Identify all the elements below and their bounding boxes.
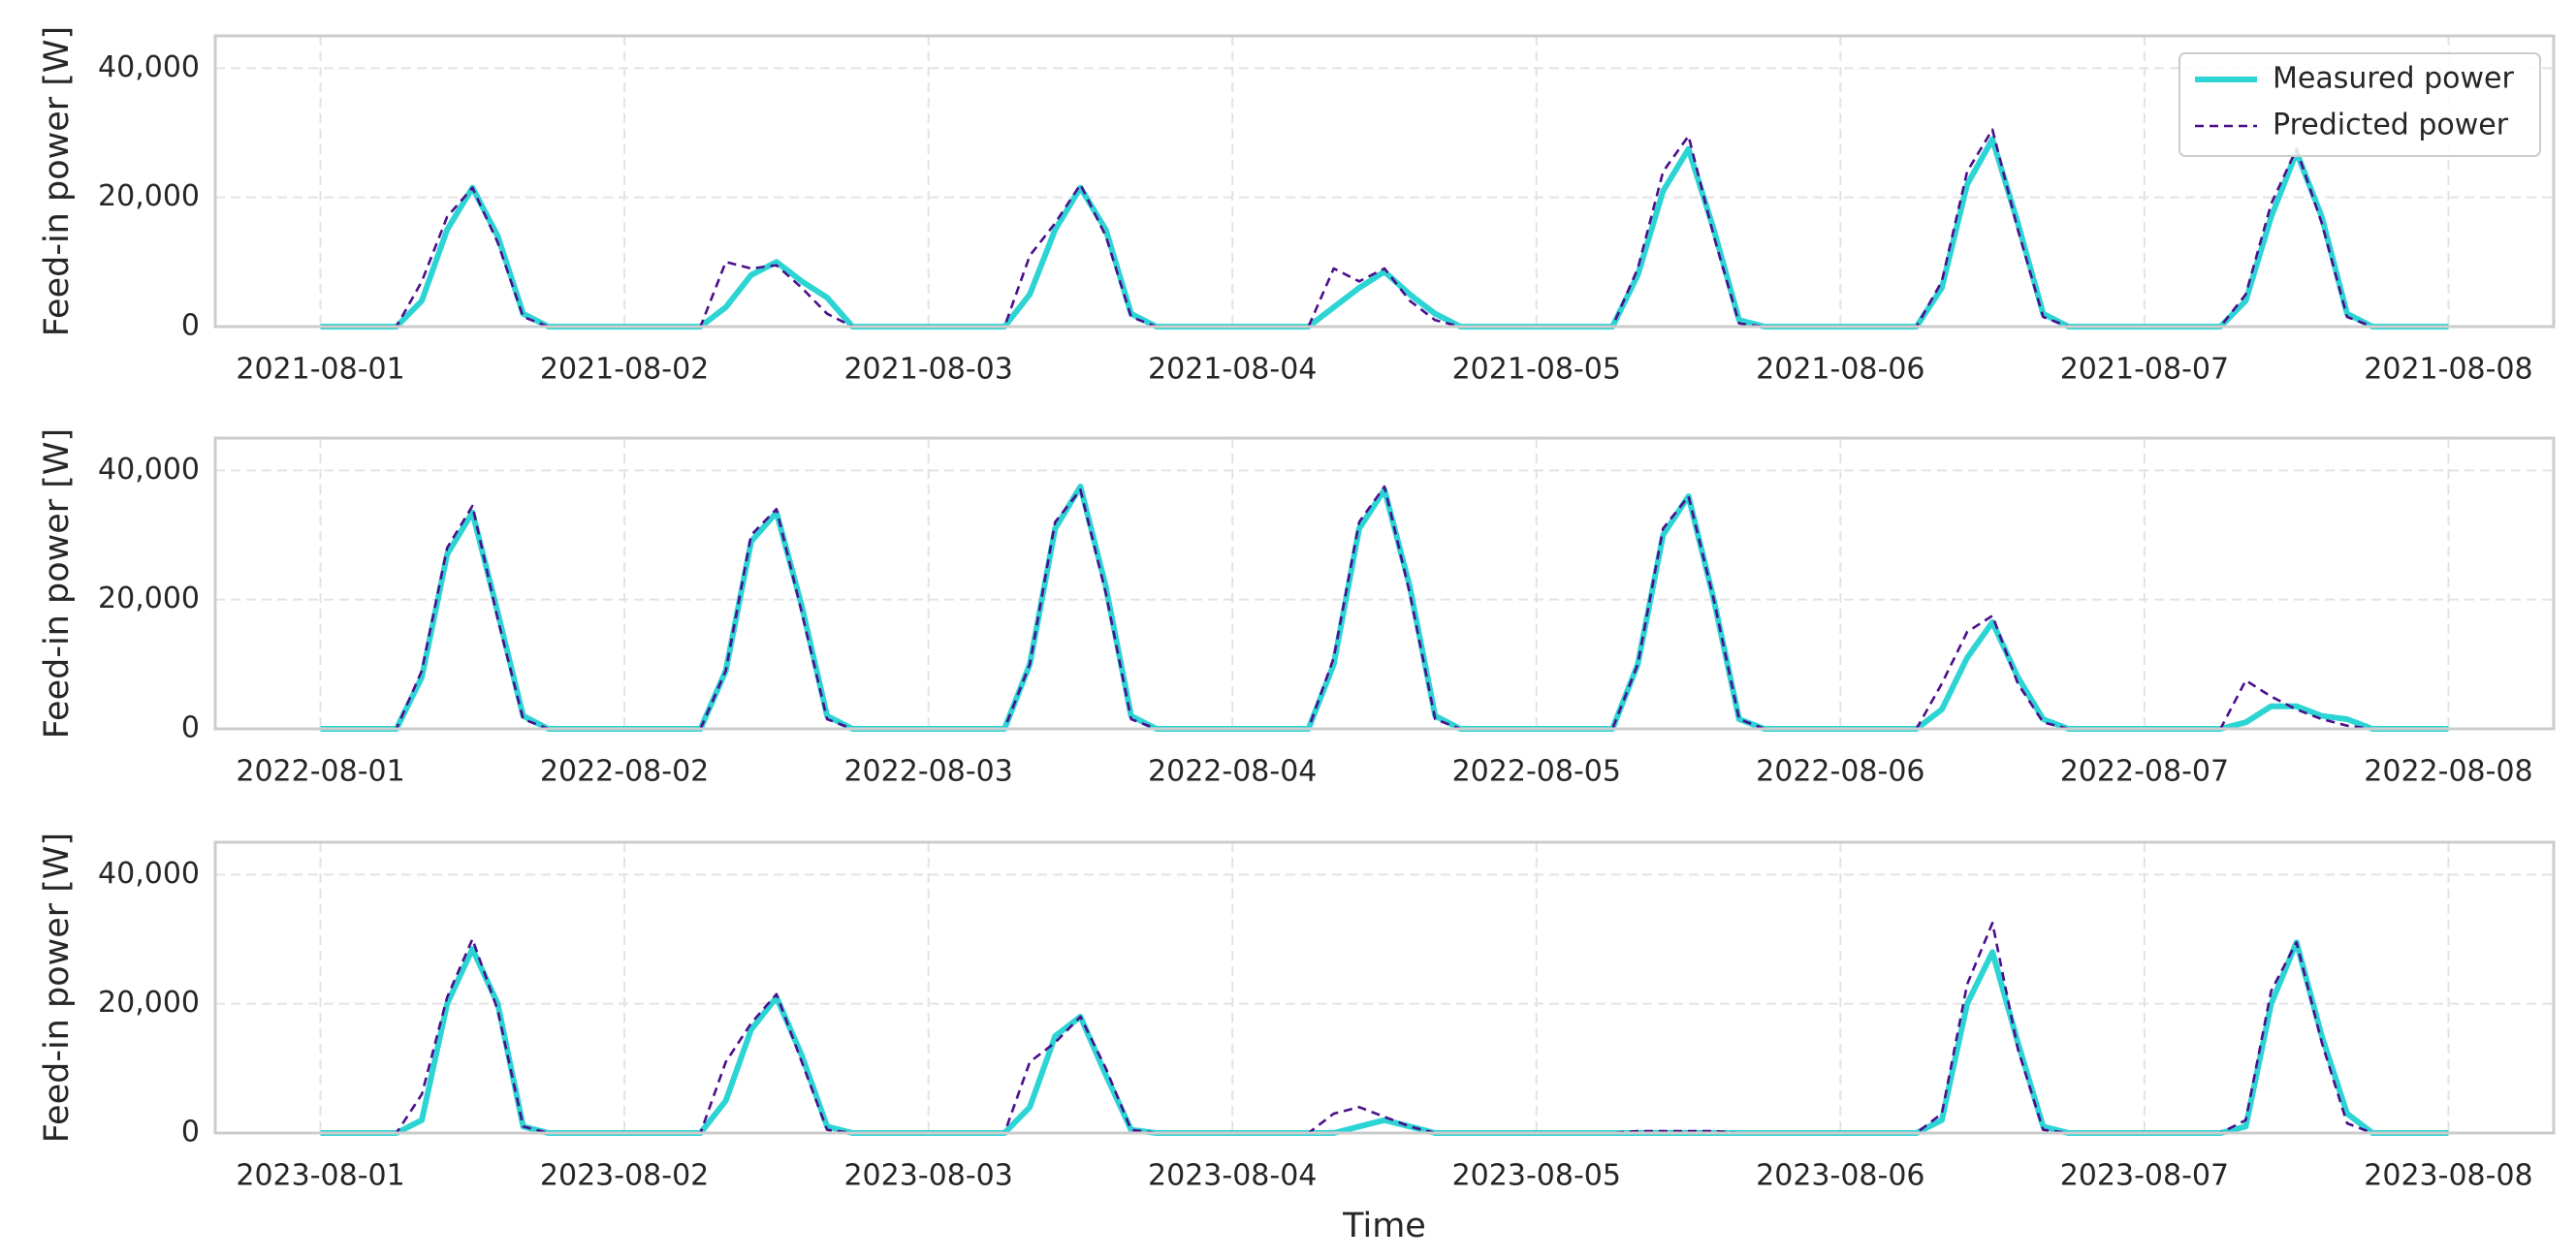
x-axis-title: Time bbox=[1342, 1207, 1426, 1245]
x-tick-label: 2023-08-04 bbox=[1148, 1159, 1317, 1193]
x-tick-label: 2023-08-05 bbox=[1452, 1159, 1621, 1193]
series-line bbox=[320, 485, 2449, 731]
y-tick-label: 0 bbox=[181, 309, 200, 343]
y-tick-label: 0 bbox=[181, 711, 200, 745]
y-tick-label: 20,000 bbox=[98, 986, 200, 1020]
axes-frame bbox=[213, 34, 2556, 329]
x-tick-label: 2021-08-06 bbox=[1756, 353, 1924, 387]
x-tick-label: 2021-08-02 bbox=[540, 353, 709, 387]
axes-frame bbox=[213, 840, 2556, 1135]
axes-frame bbox=[213, 436, 2556, 731]
x-tick-label: 2022-08-06 bbox=[1756, 755, 1924, 789]
x-tick-label: 2021-08-03 bbox=[843, 353, 1012, 387]
x-tick-label: 2021-08-01 bbox=[236, 353, 404, 387]
y-tick-label: 40,000 bbox=[98, 453, 200, 487]
series-line bbox=[320, 484, 2449, 732]
series-line bbox=[320, 922, 2449, 1135]
y-tick-label: 40,000 bbox=[98, 857, 200, 891]
x-tick-label: 2022-08-08 bbox=[2364, 755, 2532, 789]
x-tick-label: 2021-08-08 bbox=[2364, 353, 2532, 387]
legend-box bbox=[2178, 52, 2541, 157]
x-tick-label: 2022-08-03 bbox=[843, 755, 1012, 789]
x-tick-label: 2022-08-02 bbox=[540, 755, 709, 789]
subplot: 2022-08-01 2022-08-02 2022-08-03 2022-08-04… bbox=[38, 428, 2556, 789]
y-tick-label: 20,000 bbox=[98, 582, 200, 615]
legend-label: Measured power bbox=[2273, 62, 2514, 96]
legend: Measured power Predicted power bbox=[2178, 52, 2541, 157]
x-tick-label: 2023-08-02 bbox=[540, 1159, 709, 1193]
y-axis-title: Feed-in power [W] bbox=[38, 833, 77, 1143]
x-tick-label: 2023-08-08 bbox=[2364, 1159, 2532, 1193]
legend-label: Predicted power bbox=[2273, 109, 2509, 142]
x-tick-label: 2023-08-07 bbox=[2060, 1159, 2229, 1193]
series-line bbox=[320, 136, 2449, 330]
series-line bbox=[320, 128, 2449, 329]
x-tick-label: 2022-08-01 bbox=[236, 755, 404, 789]
y-tick-label: 20,000 bbox=[98, 179, 200, 213]
subplot: 2021-08-01 2021-08-02 2021-08-03 2021-08-04… bbox=[38, 26, 2556, 387]
x-tick-label: 2023-08-06 bbox=[1756, 1159, 1924, 1193]
y-axis-title: Feed-in power [W] bbox=[38, 428, 77, 739]
y-axis-title: Feed-in power [W] bbox=[38, 26, 77, 336]
subplot: 2023-08-01 2023-08-02 2023-08-03 2023-08-04… bbox=[38, 833, 2556, 1245]
x-tick-label: 2021-08-07 bbox=[2060, 353, 2229, 387]
y-tick-label: 0 bbox=[181, 1116, 200, 1149]
series-line bbox=[320, 939, 2449, 1136]
y-tick-label: 40,000 bbox=[98, 50, 200, 84]
x-tick-label: 2023-08-01 bbox=[236, 1159, 404, 1193]
x-tick-label: 2022-08-04 bbox=[1148, 755, 1317, 789]
x-tick-label: 2021-08-05 bbox=[1452, 353, 1621, 387]
x-tick-label: 2022-08-05 bbox=[1452, 755, 1621, 789]
x-tick-label: 2023-08-03 bbox=[843, 1159, 1012, 1193]
x-tick-label: 2021-08-04 bbox=[1148, 353, 1317, 387]
x-tick-label: 2022-08-07 bbox=[2060, 755, 2229, 789]
